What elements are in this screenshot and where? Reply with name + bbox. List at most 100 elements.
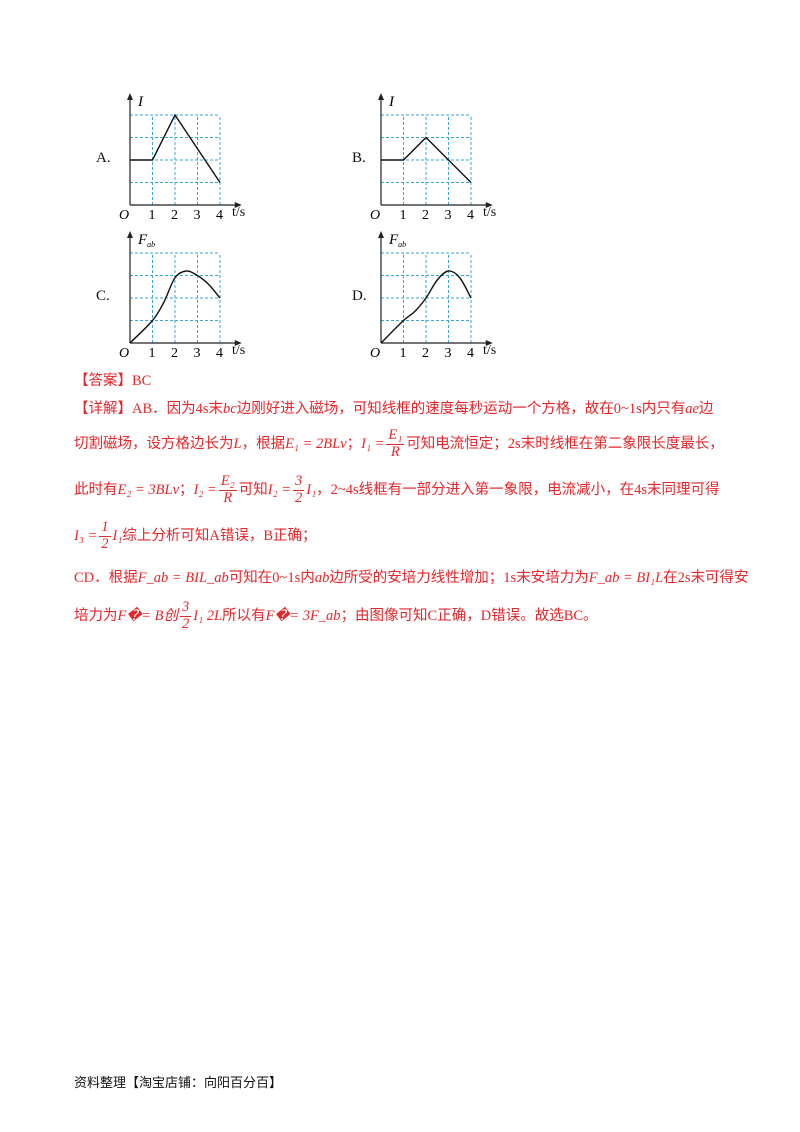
formula: I₁ 2L [193,607,223,624]
text: 边刚好进入磁场，可知线框的速度每秒运动一个方格，故在0~1s内只有 [236,401,686,417]
text: 培力为 [74,607,118,624]
fraction: E₂ R [218,473,237,507]
x-tick-label: 4 [467,208,474,223]
formula: I₁ [112,527,123,544]
text: ，根据 [241,435,286,452]
graph-curve [381,136,472,183]
x-tick-label: 2 [171,346,178,361]
x-axis-label-c: t/s [232,343,246,358]
graph-option-c: Fab O 1 2 3 4 [119,231,242,361]
text: 切割磁场，设方格边长为 [74,435,234,452]
text: 在2s末可得安 [663,570,749,586]
option-a-label: A. [96,150,111,166]
text: 可知电流恒定；2s末时线框在第二象限长度最长， [406,435,724,452]
text: ae [685,401,699,417]
text: ； [179,481,194,498]
x-axis-arrow-icon [234,202,242,208]
formula: I₂ = [193,481,217,498]
origin-label: O [370,208,380,223]
x-axis-arrow-icon [485,340,493,346]
formula: I₁ [306,481,317,498]
x-axis-label-d: t/s [483,343,497,358]
y-axis-arrow-icon [127,231,133,238]
detail-line-5: CD．根据F_ab = BIL_ab可知在0~1s内ab边所受的安培力线性增加；… [74,566,749,587]
text: CD．根据 [74,570,138,586]
numerator: 1 [99,519,111,537]
detail-line-2: 切割磁场，设方格边长为L，根据E₁ = 2BLv；I₁ = E₁ R 可知电流恒定；2… [74,427,724,461]
y-axis-arrow-icon [127,93,133,100]
x-tick-label: 3 [194,346,201,361]
formula: E₂ = 3BLv [117,481,180,498]
formula: I₂ = [267,481,292,498]
denominator: 2 [295,489,303,506]
graph-curve [380,270,472,344]
x-tick-label: 4 [467,346,474,361]
denominator: 2 [182,615,190,632]
text: ，2~4s线框有一部分进入第一象限，电流减小，在4s末同理可得 [316,481,720,498]
fraction: E₁ R [386,427,405,461]
graph-option-b: I O 1 2 3 4 [370,93,493,223]
detail-line-4: I₃ = 1 2 I₁综上分析可知A错误，B正确； [74,519,317,553]
option-c-label: C. [96,288,110,304]
y-axis-label: I [137,94,144,110]
y-axis-label: Fab [388,232,406,249]
denominator: 2 [101,535,109,552]
formula: F_ab = BI₁L [588,570,664,586]
y-axis-label: Fab [137,232,155,249]
x-tick-label: 3 [194,208,201,223]
formula: F_ab = BIL_ab [137,570,229,586]
text: 此时有 [74,481,118,498]
graph-option-d: Fab O 1 2 3 4 [370,231,493,361]
option-d-label: D. [352,288,367,304]
text: ； [346,435,362,452]
numerator: E₂ [218,473,237,491]
text: L [233,435,242,452]
graph-option-a: I O 1 2 3 4 [119,93,242,223]
text: 可知 [238,481,268,498]
numerator: 3 [180,599,192,617]
detail-line-1: 【详解】AB．因为4s末bc边刚好进入磁场，可知线框的速度每秒运动一个方格，故在… [74,397,713,418]
text: 综上分析可知A错误，B正确； [122,527,317,544]
x-axis-label-a: t/s [232,205,246,220]
formula: I₃ = [74,527,98,544]
option-b-label: B. [352,150,366,166]
x-tick-label: 1 [149,208,156,223]
x-tick-label: 1 [400,346,407,361]
numerator: 3 [293,473,305,491]
formula: I₁ = [361,435,385,452]
numerator: E₁ [386,427,405,445]
text: ；由图像可知C正确，D错误。故选BC。 [340,607,598,624]
x-tick-label: 1 [400,208,407,223]
x-tick-label: 2 [422,346,429,361]
text: 可知在0~1s内 [228,570,315,586]
answer: 【答案】BC [74,373,152,389]
x-tick-label: 2 [422,208,429,223]
formula: E₁ = 2BLv [285,435,347,452]
text: ab [314,570,330,586]
detail-line-6: 培力为F�= B创 3 2 I₁ 2L所以有F�= 3F_ab；由图像可知C正确，D错… [74,599,598,633]
footer: 资料整理【淘宝店铺：向阳百分百】 [74,1076,283,1091]
y-axis-arrow-icon [378,231,384,238]
denominator: R [390,443,400,460]
graph-curve [130,113,221,183]
x-tick-label: 4 [216,208,223,223]
x-tick-label: 4 [216,346,223,361]
origin-label: O [370,346,380,361]
x-axis-label-b: t/s [483,205,497,220]
text: 边 [698,401,714,417]
x-axis-arrow-icon [485,202,493,208]
text: 所以有 [222,607,266,624]
formula: F�= B创 [117,607,179,624]
text: 【详解】AB．因为4s末 [74,401,224,417]
x-tick-label: 3 [445,346,452,361]
text: 边所受的安培力线性增加；1s末安培力为 [329,570,589,586]
formula: F�= 3F_ab [265,607,341,624]
detail-line-3: 此时有E₂ = 3BLv；I₂ = E₂ R 可知I₂ = 3 2 I₁，2~4s线框有一部… [74,473,720,507]
origin-label: O [119,346,129,361]
x-tick-label: 1 [149,346,156,361]
graph-curve [129,270,221,344]
x-axis-arrow-icon [234,340,242,346]
